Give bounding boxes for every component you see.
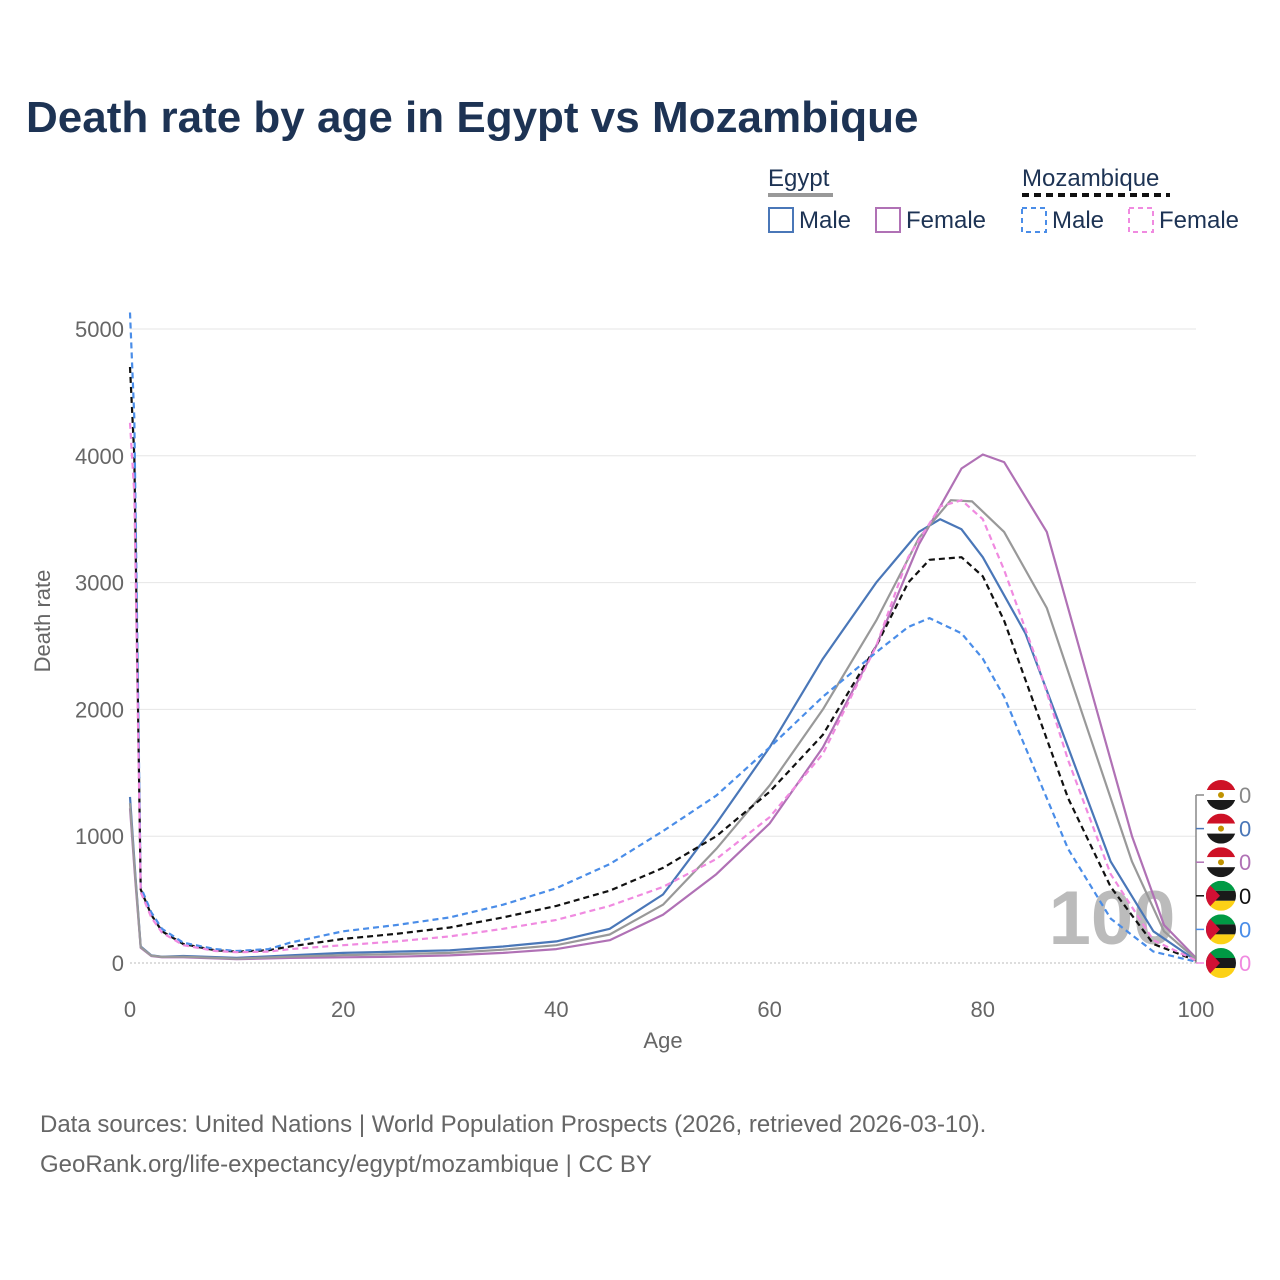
legend-group-mozambique: Mozambique xyxy=(1022,165,1159,192)
series-line-mozambique-total xyxy=(128,366,1197,962)
y-tick-label: 1000 xyxy=(75,824,124,849)
egypt-flag-icon xyxy=(1206,847,1236,878)
end-value-label: 0 xyxy=(1239,783,1251,808)
legend-label-mozambique-male: Male xyxy=(1052,207,1104,234)
end-value-label: 0 xyxy=(1239,917,1251,942)
legend-swatch-mozambique-female xyxy=(1128,207,1154,233)
mozambique-flag-icon xyxy=(1206,914,1236,945)
end-value-label: 0 xyxy=(1239,817,1251,842)
x-axis-label: Age xyxy=(643,1028,682,1053)
y-tick-label: 4000 xyxy=(75,444,124,469)
egypt-flag-icon xyxy=(1206,780,1236,810)
x-tick-label: 20 xyxy=(331,997,355,1022)
series-lines xyxy=(128,312,1197,963)
y-axis-label: Death rate xyxy=(30,570,55,673)
x-tick-label: 100 xyxy=(1178,997,1215,1022)
x-tick-label: 60 xyxy=(757,997,781,1022)
source-line-1: Data sources: United Nations | World Pop… xyxy=(40,1111,986,1138)
end-value-label: 0 xyxy=(1239,850,1251,875)
chart-title: Death rate by age in Egypt vs Mozambique xyxy=(26,93,918,142)
y-tick-label: 5000 xyxy=(75,317,124,342)
series-line-mozambique-female xyxy=(128,422,1197,962)
legend: Egypt Mozambique Male Female Male Female xyxy=(768,165,1239,234)
legend-group-egypt: Egypt xyxy=(768,165,830,192)
end-value-label: 0 xyxy=(1239,951,1251,976)
x-tick-label: 0 xyxy=(124,997,136,1022)
grid xyxy=(130,328,1196,837)
egypt-flag-icon xyxy=(1206,813,1236,844)
mozambique-flag-icon xyxy=(1206,880,1236,911)
series-line-egypt-male xyxy=(128,518,1197,962)
x-tick-label: 40 xyxy=(544,997,568,1022)
y-axis-ticks: 0 1000 2000 3000 4000 5000 xyxy=(75,317,124,976)
series-line-mozambique-male xyxy=(128,312,1197,963)
mozambique-flag-icon xyxy=(1206,948,1236,978)
legend-swatch-egypt-female xyxy=(875,207,901,233)
legend-swatch-mozambique-male xyxy=(1021,207,1047,233)
y-tick-label: 3000 xyxy=(75,571,124,596)
series-line-egypt-total xyxy=(128,499,1197,961)
x-axis-ticks: 0 20 40 60 80 100 xyxy=(124,997,1214,1022)
x-tick-label: 80 xyxy=(971,997,995,1022)
legend-swatch-egypt-male xyxy=(768,207,794,233)
end-value-markers: 0 0 0 0 0 0 xyxy=(1195,780,1251,978)
end-value-label: 0 xyxy=(1239,884,1251,909)
legend-label-mozambique-female: Female xyxy=(1159,207,1239,234)
legend-label-egypt-female: Female xyxy=(906,207,986,234)
y-tick-label: 2000 xyxy=(75,697,124,722)
y-tick-label: 0 xyxy=(112,951,124,976)
legend-label-egypt-male: Male xyxy=(799,207,851,234)
source-line-2: GeoRank.org/life-expectancy/egypt/mozamb… xyxy=(40,1151,652,1178)
